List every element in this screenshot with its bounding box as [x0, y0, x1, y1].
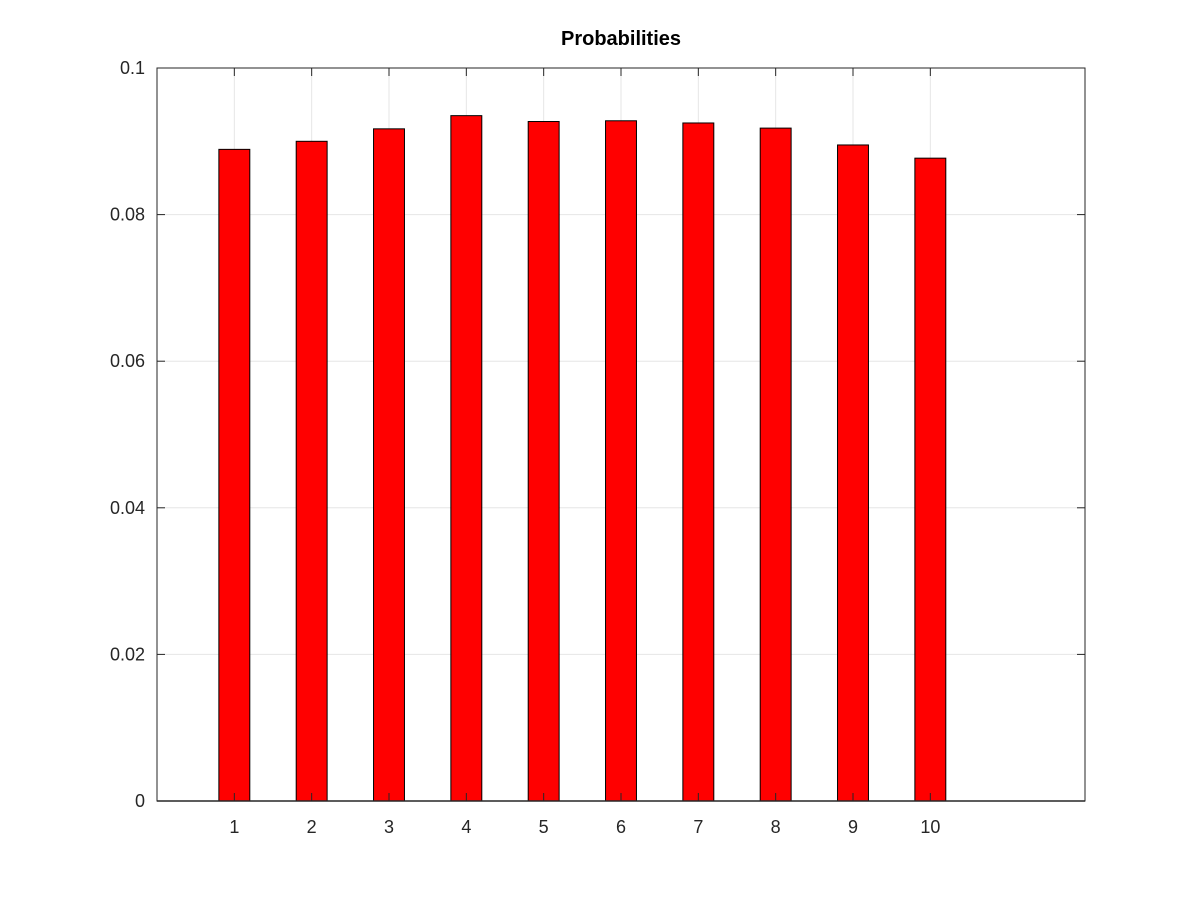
- y-tick-label: 0.08: [110, 205, 145, 225]
- tick-labels: 0 0.02 0.04 0.06 0.08 0.1 1 2 3 4 5 6 7 8 9 10: [110, 58, 940, 837]
- axes: [156, 67, 1086, 802]
- x-tick-label: 2: [307, 817, 317, 837]
- bar-5: [527, 121, 560, 802]
- bar-8: [759, 127, 792, 802]
- chart-title: Probabilities: [561, 28, 681, 50]
- x-tick-label: 8: [771, 817, 781, 837]
- bar-6: [605, 120, 637, 802]
- bar-1: [218, 148, 251, 802]
- y-tick-label: 0: [135, 791, 145, 811]
- bars: [218, 115, 947, 802]
- x-tick-label: 4: [461, 817, 471, 837]
- bar-7: [682, 122, 715, 802]
- x-tick-label: 1: [229, 817, 239, 837]
- bar-10: [914, 157, 947, 802]
- bar-4: [450, 115, 483, 802]
- y-tick-label: 0.1: [120, 58, 145, 78]
- y-tick-label: 0.06: [110, 351, 145, 371]
- bar-9: [837, 144, 869, 802]
- x-tick-label: 9: [848, 817, 858, 837]
- x-tick-label: 10: [920, 817, 940, 837]
- x-tick-label: 5: [539, 817, 549, 837]
- x-tick-label: 6: [616, 817, 626, 837]
- y-tick-label: 0.02: [110, 644, 145, 664]
- x-tick-label: 3: [384, 817, 394, 837]
- bar-2: [295, 140, 328, 802]
- y-tick-label: 0.04: [110, 498, 145, 518]
- bar-3: [373, 128, 405, 802]
- x-tick-label: 7: [693, 817, 703, 837]
